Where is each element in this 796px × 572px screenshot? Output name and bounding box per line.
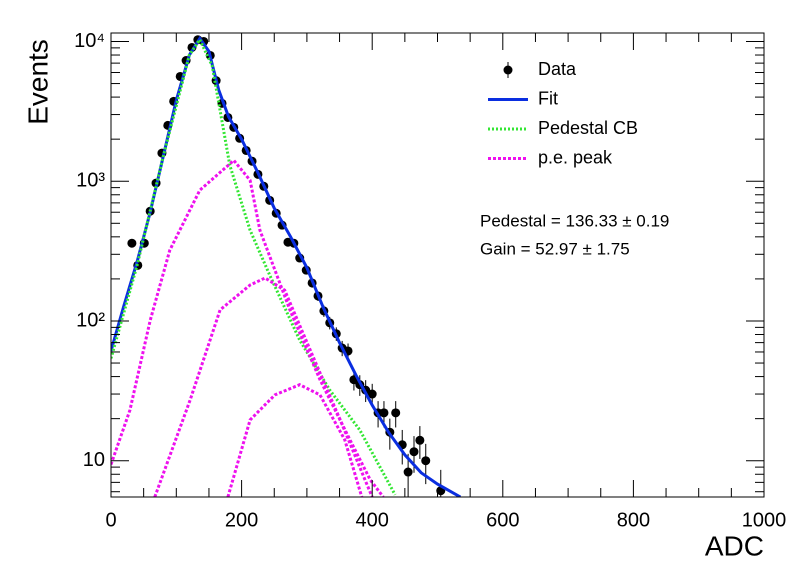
data-point [367,389,377,399]
legend-label: Data [538,59,577,79]
legend-label: Fit [538,88,558,108]
pe-peak-curve [226,383,364,497]
y-tick-label: 10 [83,449,105,471]
y-tick-label: 10⁴ [74,30,105,52]
data-point [403,467,413,477]
legend-label: Pedestal CB [538,118,638,138]
pe-peak-curve [111,158,385,497]
plot-area [111,35,462,497]
data-point [127,238,137,248]
x-tick-label: 400 [356,509,389,531]
x-tick-label: 0 [105,509,116,531]
annotation: Gain = 52.97 ± 1.75 [480,239,630,258]
data-point [379,408,389,418]
data-point [391,408,401,418]
annotation: Pedestal = 136.33 ± 0.19 [480,211,669,230]
x-tick-label: 200 [225,509,258,531]
x-axis-label: ADC [705,530,764,561]
y-axis-label: Events [22,39,53,125]
x-tick-label: 1000 [742,509,787,531]
y-tick-label: 10³ [76,170,105,192]
legend-label: p.e. peak [538,147,613,167]
fit-curve [111,36,397,496]
legend-marker [503,65,513,75]
data-point [409,447,419,457]
data-point [421,456,431,466]
y-tick-label: 10² [76,309,105,331]
data-point [415,435,425,445]
x-tick-label: 800 [617,509,650,531]
pe-peak-curve [153,276,374,497]
x-tick-label: 600 [486,509,519,531]
